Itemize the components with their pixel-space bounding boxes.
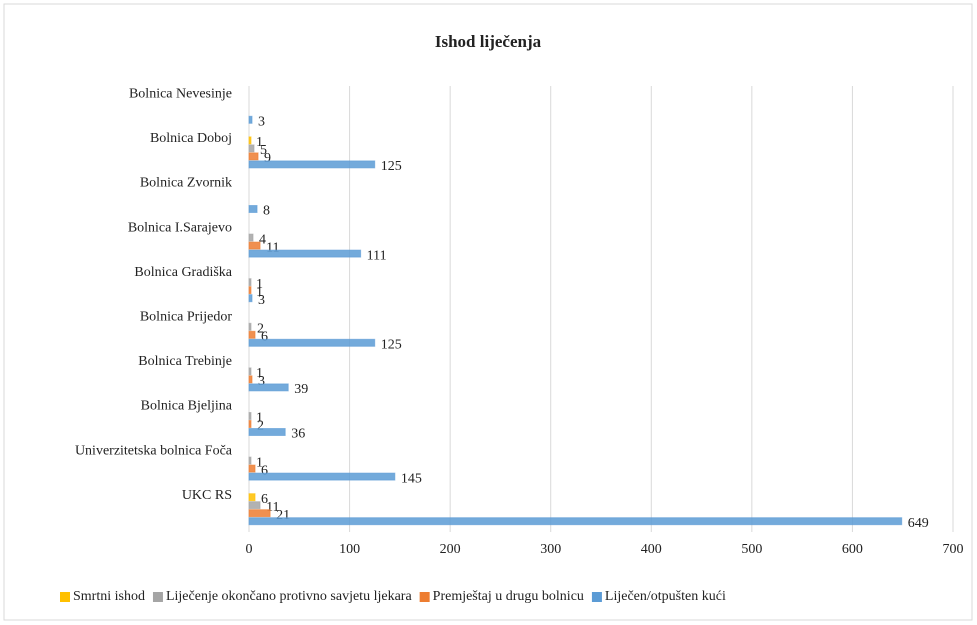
legend-swatch bbox=[60, 592, 70, 602]
bar bbox=[248, 205, 258, 213]
bar bbox=[248, 241, 261, 250]
y-tick-label: Bolnica Doboj bbox=[150, 131, 232, 146]
bar bbox=[248, 136, 252, 145]
data-label: 1 bbox=[256, 366, 263, 381]
x-tick-label: 700 bbox=[943, 542, 964, 557]
x-tick-label: 600 bbox=[842, 542, 863, 557]
bar bbox=[248, 517, 903, 526]
bar bbox=[248, 286, 252, 295]
data-label: 111 bbox=[367, 248, 387, 263]
data-label: 5 bbox=[260, 143, 267, 158]
y-tick-label: Univerzitetska bolnica Foča bbox=[75, 443, 233, 458]
bar bbox=[248, 338, 376, 347]
data-label: 9 bbox=[264, 151, 271, 166]
legend-label: Liječenje okončano protivno savjetu ljek… bbox=[166, 589, 412, 604]
data-label: 1 bbox=[256, 455, 263, 470]
bar bbox=[248, 249, 362, 258]
bar bbox=[248, 456, 252, 465]
y-tick-label: Bolnica Nevesinje bbox=[129, 87, 232, 102]
data-label: 6 bbox=[261, 330, 268, 345]
bar bbox=[248, 412, 252, 420]
bar bbox=[248, 160, 376, 169]
y-tick-label: Bolnica Bjeljina bbox=[141, 399, 233, 414]
bar bbox=[248, 493, 256, 502]
bar bbox=[248, 233, 254, 242]
bar bbox=[248, 330, 256, 339]
x-tick-label: 500 bbox=[741, 542, 762, 557]
data-label: 3 bbox=[258, 115, 265, 130]
data-label: 125 bbox=[381, 159, 402, 174]
data-label: 36 bbox=[291, 427, 305, 442]
bar bbox=[248, 472, 396, 481]
x-tick-label: 200 bbox=[440, 542, 461, 557]
x-tick-label: 300 bbox=[540, 542, 561, 557]
legend-label: Smrtni ishod bbox=[73, 589, 145, 604]
data-label: 6 bbox=[261, 492, 268, 507]
data-label: 649 bbox=[908, 516, 929, 531]
data-label: 1 bbox=[256, 135, 263, 150]
y-tick-label: Bolnica Trebinje bbox=[138, 354, 232, 369]
bar bbox=[248, 278, 252, 287]
data-label: 145 bbox=[401, 471, 422, 486]
bar bbox=[248, 420, 252, 428]
bar bbox=[248, 509, 271, 518]
bar bbox=[248, 501, 261, 510]
legend-swatch bbox=[591, 592, 602, 602]
y-tick-label: Bolnica Prijedor bbox=[140, 310, 232, 325]
bar bbox=[248, 375, 253, 384]
data-label: 2 bbox=[257, 419, 264, 434]
data-label: 2 bbox=[257, 322, 264, 337]
data-label: 1 bbox=[256, 285, 263, 300]
data-label: 1 bbox=[256, 411, 263, 426]
bar bbox=[248, 428, 286, 436]
bar bbox=[248, 294, 253, 303]
legend-swatch bbox=[152, 592, 163, 602]
data-label: 125 bbox=[381, 338, 402, 353]
legend-swatch bbox=[419, 592, 430, 602]
y-tick-label: UKC RS bbox=[182, 488, 232, 503]
chart-title: Ishod liječenja bbox=[435, 32, 542, 51]
bar bbox=[248, 464, 256, 473]
legend-label: Premještaj u drugu bolnicu bbox=[433, 589, 584, 604]
bar bbox=[248, 322, 252, 331]
x-tick-label: 100 bbox=[339, 542, 360, 557]
x-tick-label: 400 bbox=[641, 542, 662, 557]
data-label: 8 bbox=[263, 204, 270, 219]
bar bbox=[248, 367, 252, 376]
bar bbox=[248, 383, 289, 392]
y-tick-label: Bolnica I.Sarajevo bbox=[128, 220, 232, 235]
data-label: 4 bbox=[259, 232, 266, 247]
data-label: 39 bbox=[294, 382, 308, 397]
y-tick-label: Bolnica Zvornik bbox=[140, 176, 232, 191]
legend-label: Liječen/otpušten kući bbox=[605, 589, 726, 604]
bar bbox=[248, 115, 253, 124]
data-label: 3 bbox=[258, 293, 265, 308]
x-tick-label: 0 bbox=[246, 542, 253, 557]
data-label: 1 bbox=[256, 277, 263, 292]
data-label: 3 bbox=[258, 374, 265, 389]
data-label: 6 bbox=[261, 463, 268, 478]
y-tick-label: Bolnica Gradiška bbox=[134, 265, 232, 280]
bar bbox=[248, 152, 259, 161]
bar bbox=[248, 144, 255, 153]
